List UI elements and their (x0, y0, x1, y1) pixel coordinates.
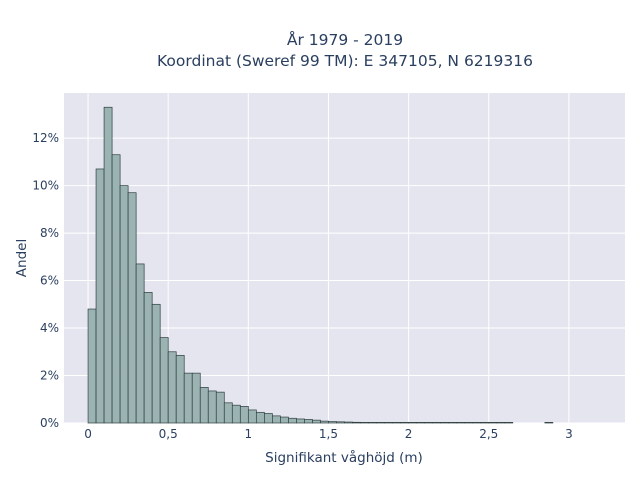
histogram-bar (143, 292, 153, 424)
histogram-bar (328, 421, 337, 424)
histogram-bar (280, 416, 289, 424)
histogram-bar (544, 422, 554, 424)
histogram-bar (127, 192, 137, 424)
histogram-bar (432, 422, 442, 424)
chart-title: År 1979 - 2019 (287, 30, 403, 49)
histogram-bar (488, 422, 498, 424)
y-axis-title: Andel (14, 239, 30, 277)
histogram-bar (480, 422, 490, 424)
histogram-bar (424, 422, 434, 424)
y-tick-label: 12% (32, 131, 59, 145)
x-tick-label: 2,5 (479, 427, 498, 441)
x-axis-ticks: 0 0,5 1 1,5 2 2,5 3 (84, 427, 572, 441)
histogram-bar (255, 411, 265, 424)
histogram-bar (183, 372, 193, 424)
histogram-bar (400, 422, 409, 424)
histogram-bar (207, 390, 217, 424)
x-tick-label: 2 (405, 427, 413, 441)
histogram-bars (87, 106, 554, 424)
histogram-bar (504, 422, 514, 424)
histogram-bar (472, 422, 482, 424)
histogram-bar (456, 422, 466, 424)
histogram-bar (272, 415, 281, 424)
y-tick-label: 4% (40, 321, 59, 335)
x-axis-title: Signifikant våghöjd (m) (265, 449, 423, 466)
y-axis-ticks: 0% 2% 4% 6% 8% 10% 12% (32, 131, 59, 430)
histogram-bar (320, 420, 329, 424)
x-tick-label: 0,5 (159, 427, 178, 441)
histogram-bar (496, 422, 506, 424)
histogram-bar (239, 406, 249, 424)
histogram-bar (103, 106, 113, 424)
histogram-bar (111, 154, 121, 424)
y-tick-label: 0% (40, 416, 59, 430)
histogram-bar (215, 391, 225, 424)
chart-subtitle: Koordinat (Sweref 99 TM): E 347105, N 62… (157, 52, 533, 70)
histogram-bar (416, 422, 425, 424)
histogram-bar (87, 308, 97, 424)
histogram-bar (95, 168, 105, 424)
histogram-bar (304, 419, 313, 424)
histogram-bar (119, 185, 129, 424)
histogram-bar (135, 263, 145, 424)
histogram-bar (231, 404, 241, 424)
y-tick-label: 6% (40, 274, 59, 288)
y-tick-label: 2% (40, 369, 59, 383)
histogram-bar (360, 422, 369, 424)
y-tick-label: 10% (32, 179, 59, 193)
histogram-bar (440, 422, 450, 424)
histogram-bar (151, 303, 161, 424)
histogram-bar (159, 337, 169, 424)
histogram-bar (223, 402, 233, 424)
histogram-bar (264, 413, 273, 424)
histogram-bar (336, 421, 345, 424)
histogram-bar (247, 409, 257, 424)
histogram-bar (191, 372, 201, 424)
histogram-bar (464, 422, 474, 424)
x-tick-label: 1 (245, 427, 253, 441)
y-tick-label: 8% (40, 226, 59, 240)
histogram-bar (175, 354, 185, 424)
histogram-bar (376, 422, 385, 424)
histogram-bar (384, 422, 393, 424)
x-tick-label: 1,5 (319, 427, 338, 441)
histogram-bar (312, 419, 321, 424)
histogram-bar (167, 351, 177, 424)
histogram-bar (408, 422, 417, 424)
histogram-bar (352, 421, 361, 424)
x-tick-label: 3 (565, 427, 573, 441)
histogram-bar (344, 421, 353, 424)
histogram-bar (392, 422, 401, 424)
histogram-bar (199, 387, 209, 424)
histogram-bar (296, 418, 305, 424)
histogram-bar (368, 422, 377, 424)
histogram-bar (288, 417, 297, 424)
x-tick-label: 0 (84, 427, 92, 441)
histogram-bar (448, 422, 458, 424)
